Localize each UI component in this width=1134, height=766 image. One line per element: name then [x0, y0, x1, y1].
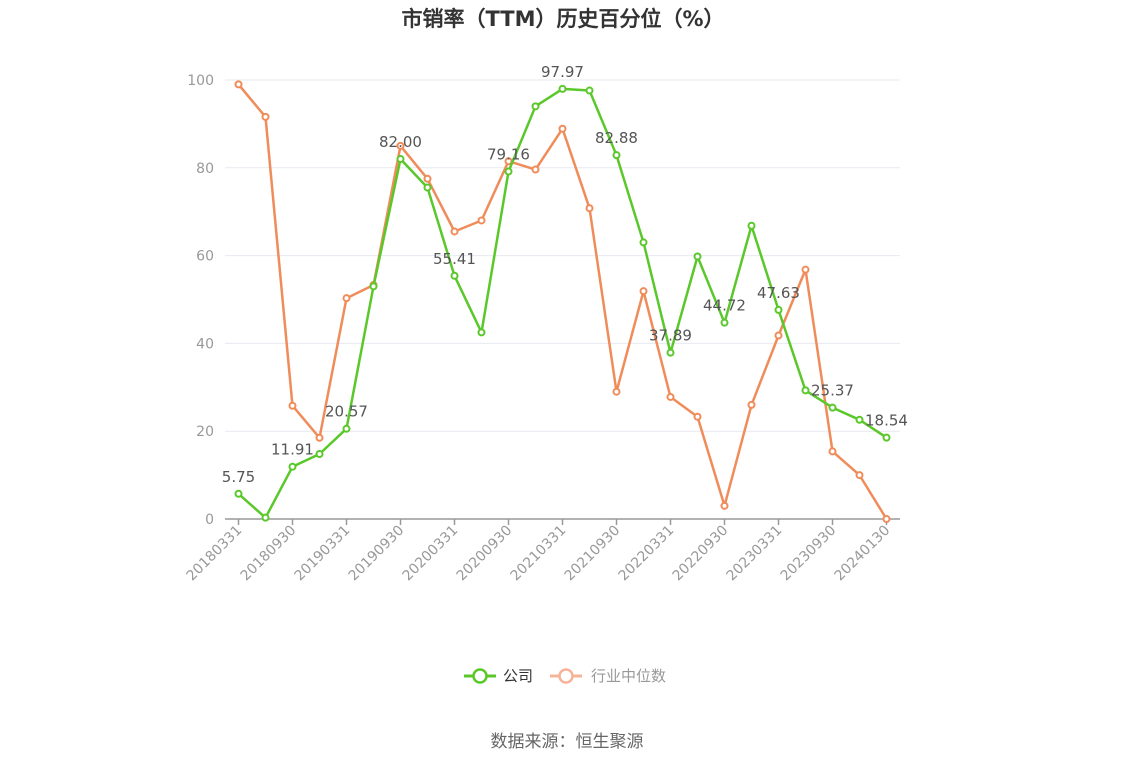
data-point[interactable] [693, 252, 702, 261]
y-tick-label: 40 [196, 336, 214, 352]
y-tick-label: 80 [196, 161, 214, 177]
data-point[interactable] [342, 294, 351, 303]
legend-marker-company [472, 668, 488, 684]
x-tick-label: 20180331 [184, 523, 246, 585]
data-point[interactable] [801, 386, 810, 395]
x-tick-label: 20210930 [562, 523, 624, 585]
data-label: 55.41 [433, 250, 476, 268]
data-label: 79.16 [487, 145, 530, 163]
x-tick-label: 20200331 [400, 523, 462, 585]
x-axis: 2018033120180930201903312019093020200331… [184, 518, 900, 585]
x-tick-label: 20190331 [292, 523, 354, 585]
data-point[interactable] [423, 183, 432, 192]
data-point[interactable] [531, 165, 540, 174]
data-point[interactable] [747, 221, 756, 230]
x-tick-label: 20180930 [238, 523, 300, 585]
y-tick-label: 100 [187, 73, 214, 89]
x-tick-label: 20220930 [670, 523, 732, 585]
data-point[interactable] [477, 216, 486, 225]
y-tick-label: 20 [196, 424, 214, 440]
legend[interactable]: 公司 行业中位数 [464, 667, 666, 685]
data-point[interactable] [882, 515, 891, 523]
data-point[interactable] [315, 450, 324, 459]
data-point[interactable] [774, 331, 783, 340]
legend-item-company[interactable]: 公司 [464, 667, 533, 685]
data-label: 11.91 [271, 441, 314, 459]
legend-marker-industry [558, 668, 574, 684]
data-point[interactable] [342, 424, 351, 433]
data-point[interactable] [396, 141, 405, 150]
x-tick-label: 20200930 [454, 523, 516, 585]
legend-item-industry-median[interactable]: 行业中位数 [550, 667, 666, 685]
data-point[interactable] [774, 305, 783, 314]
data-point[interactable] [450, 227, 459, 236]
x-tick-label: 20230930 [778, 523, 840, 585]
data-point[interactable] [720, 318, 729, 327]
data-label: 20.57 [325, 403, 368, 421]
legend-label-industry: 行业中位数 [591, 667, 666, 685]
series-layer [234, 80, 891, 523]
data-point[interactable] [234, 80, 243, 89]
data-point[interactable] [504, 167, 513, 176]
data-label: 97.97 [541, 63, 584, 81]
data-point[interactable] [288, 462, 297, 471]
data-label: 37.89 [649, 327, 692, 345]
data-point[interactable] [693, 412, 702, 421]
data-point[interactable] [828, 403, 837, 412]
data-point[interactable] [585, 204, 594, 213]
data-point[interactable] [666, 392, 675, 401]
data-point[interactable] [450, 271, 459, 280]
data-label: 18.54 [865, 412, 908, 430]
x-tick-label: 20230331 [724, 523, 786, 585]
data-point[interactable] [801, 265, 810, 274]
data-point[interactable] [315, 433, 324, 442]
legend-label-company: 公司 [503, 667, 533, 685]
data-point[interactable] [720, 501, 729, 510]
y-tick-label: 0 [205, 512, 214, 528]
x-tick-label: 20220331 [616, 523, 678, 585]
x-tick-label: 20240130 [832, 523, 894, 585]
data-point[interactable] [585, 86, 594, 95]
data-point[interactable] [288, 401, 297, 410]
data-label: 25.37 [811, 382, 854, 400]
data-point[interactable] [558, 124, 567, 133]
y-tick-label: 60 [196, 249, 214, 265]
x-tick-label: 20210331 [508, 523, 570, 585]
data-point[interactable] [639, 238, 648, 247]
data-point[interactable] [747, 400, 756, 409]
data-point[interactable] [612, 387, 621, 396]
data-point[interactable] [612, 151, 621, 160]
source-text: 数据来源：恒生聚源 [491, 732, 644, 752]
data-point[interactable] [855, 471, 864, 480]
data-point[interactable] [882, 433, 891, 442]
data-label: 5.75 [222, 468, 255, 486]
data-point[interactable] [558, 84, 567, 93]
data-point[interactable] [639, 287, 648, 296]
series-company [234, 84, 891, 522]
data-label: 47.63 [757, 284, 800, 302]
data-point[interactable] [234, 489, 243, 498]
data-labels: 5.75 11.91 20.57 82.00 55.41 79.16 97.97 82.88 3… [222, 63, 908, 486]
data-point[interactable] [477, 328, 486, 337]
data-point[interactable] [666, 348, 675, 357]
data-point[interactable] [261, 112, 270, 121]
data-label: 82.00 [379, 133, 422, 151]
data-point[interactable] [423, 174, 432, 183]
data-point[interactable] [261, 513, 270, 522]
data-point[interactable] [369, 282, 378, 291]
data-point[interactable] [396, 155, 405, 164]
data-point[interactable] [855, 415, 864, 424]
series-line [237, 87, 888, 519]
data-point[interactable] [828, 447, 837, 456]
data-point[interactable] [531, 102, 540, 111]
x-tick-label: 20190930 [346, 523, 408, 585]
data-label: 44.72 [703, 297, 746, 315]
y-axis: 0 20 40 60 80 100 [187, 73, 214, 528]
chart-title: 市销率（TTM）历史百分位（%） [401, 7, 724, 31]
data-label: 82.88 [595, 129, 638, 147]
